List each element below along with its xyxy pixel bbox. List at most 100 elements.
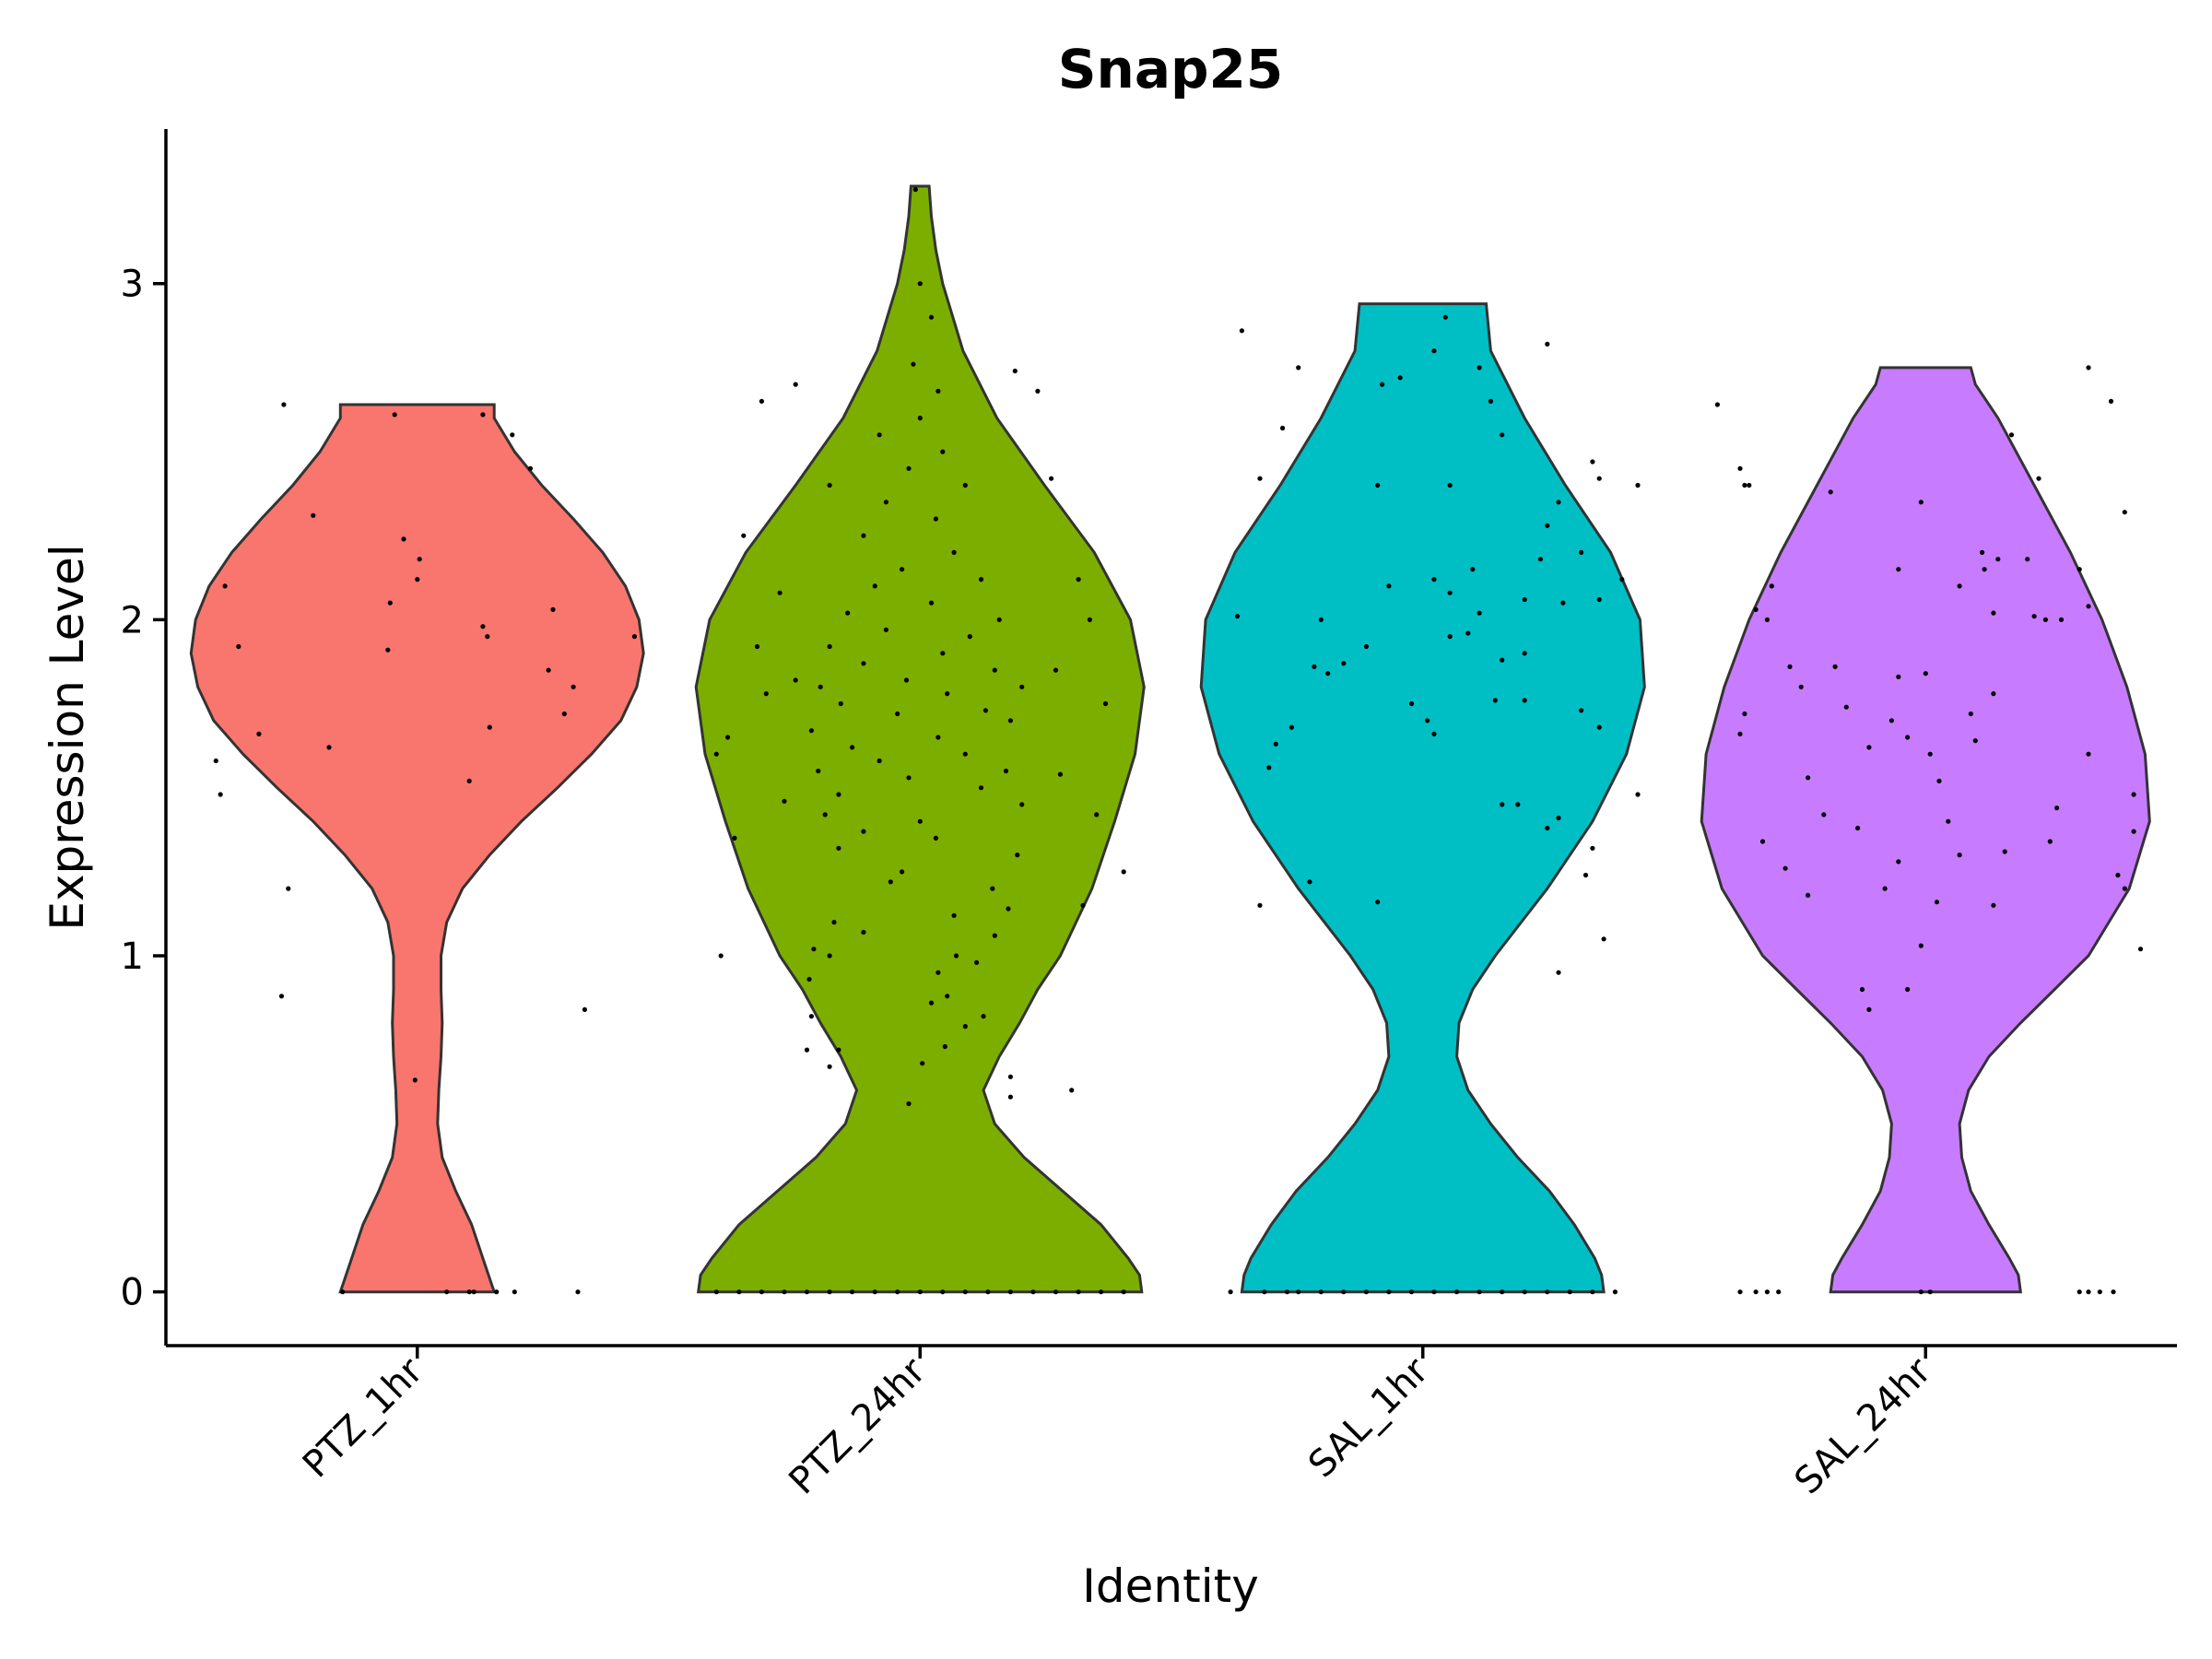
point-ptz-1hr-1 bbox=[466, 1289, 472, 1295]
point-sal-1hr-11 bbox=[1477, 1289, 1482, 1295]
point-sal-24hr-52 bbox=[2042, 617, 2048, 623]
point-ptz-1hr-13 bbox=[213, 758, 218, 764]
point-ptz-24hr-74 bbox=[827, 643, 832, 650]
point-ptz-24hr-40 bbox=[831, 920, 837, 925]
point-ptz-24hr-84 bbox=[861, 533, 866, 538]
point-sal-1hr-60 bbox=[1619, 577, 1625, 582]
point-sal-1hr-13 bbox=[1522, 1289, 1527, 1295]
point-ptz-24hr-55 bbox=[906, 775, 912, 781]
point-sal-1hr-6 bbox=[1363, 1289, 1369, 1295]
point-sal-1hr-10 bbox=[1454, 1289, 1460, 1295]
point-sal-24hr-76 bbox=[2086, 365, 2091, 371]
point-ptz-1hr-12 bbox=[466, 778, 472, 784]
violin-ptz-1hr bbox=[189, 403, 645, 1294]
point-sal-1hr-57 bbox=[1470, 567, 1476, 572]
point-sal-1hr-15 bbox=[1567, 1289, 1572, 1295]
point-ptz-24hr-63 bbox=[1007, 718, 1013, 724]
point-ptz-24hr-64 bbox=[895, 711, 900, 717]
point-sal-24hr-14 bbox=[2137, 947, 2144, 952]
point-ptz-24hr-43 bbox=[990, 886, 995, 891]
point-sal-1hr-27 bbox=[1500, 802, 1505, 807]
point-ptz-1hr-0 bbox=[444, 1289, 450, 1295]
point-sal-24hr-67 bbox=[1918, 500, 1924, 505]
point-ptz-1hr-19 bbox=[546, 667, 551, 673]
point-sal-1hr-31 bbox=[1273, 741, 1278, 747]
point-ptz-24hr-0 bbox=[713, 1289, 719, 1295]
point-ptz-24hr-59 bbox=[962, 751, 968, 757]
point-sal-24hr-50 bbox=[1923, 671, 1928, 677]
point-sal-24hr-75 bbox=[2108, 398, 2114, 404]
point-ptz-1hr-28 bbox=[415, 577, 420, 582]
point-ptz-24hr-49 bbox=[861, 829, 866, 834]
point-ptz-1hr-32 bbox=[527, 465, 534, 471]
point-ptz-24hr-34 bbox=[974, 959, 980, 965]
point-sal-24hr-43 bbox=[1742, 711, 1747, 717]
point-sal-1hr-0 bbox=[1228, 1289, 1233, 1295]
point-sal-1hr-14 bbox=[1545, 1289, 1550, 1295]
point-sal-1hr-69 bbox=[1500, 432, 1505, 438]
point-sal-1hr-68 bbox=[1590, 459, 1595, 465]
point-sal-1hr-4 bbox=[1318, 1289, 1324, 1295]
x-tick-label-sal-1hr: SAL_1hr bbox=[1300, 1349, 1437, 1486]
point-ptz-1hr-23 bbox=[631, 634, 638, 640]
point-ptz-24hr-56 bbox=[816, 768, 821, 774]
point-sal-24hr-55 bbox=[1764, 617, 1770, 623]
point-ptz-24hr-58 bbox=[877, 758, 882, 764]
point-ptz-24hr-27 bbox=[962, 1024, 968, 1030]
point-ptz-24hr-50 bbox=[917, 818, 923, 824]
point-ptz-24hr-98 bbox=[713, 751, 719, 757]
point-ptz-24hr-75 bbox=[967, 634, 972, 640]
point-ptz-24hr-120 bbox=[1053, 667, 1059, 673]
point-sal-1hr-71 bbox=[1488, 398, 1493, 404]
point-sal-24hr-66 bbox=[2122, 510, 2127, 515]
point-sal-1hr-16 bbox=[1590, 1289, 1595, 1295]
point-sal-1hr-59 bbox=[1579, 549, 1584, 556]
point-sal-24hr-34 bbox=[1806, 775, 1811, 781]
points-layer bbox=[213, 187, 2144, 1295]
point-ptz-24hr-88 bbox=[906, 465, 912, 471]
point-ptz-24hr-113 bbox=[1076, 577, 1081, 582]
point-sal-1hr-61 bbox=[1545, 523, 1550, 528]
point-sal-1hr-67 bbox=[1596, 476, 1602, 481]
point-ptz-1hr-6 bbox=[575, 1289, 581, 1295]
point-sal-1hr-29 bbox=[1635, 792, 1641, 797]
point-ptz-24hr-86 bbox=[883, 500, 889, 505]
point-sal-24hr-47 bbox=[1896, 674, 1901, 680]
point-ptz-24hr-66 bbox=[838, 700, 843, 707]
point-ptz-24hr-16 bbox=[1076, 1289, 1081, 1295]
point-ptz-24hr-103 bbox=[793, 382, 798, 387]
point-ptz-24hr-10 bbox=[940, 1289, 946, 1295]
point-sal-1hr-47 bbox=[1465, 630, 1471, 636]
point-ptz-24hr-94 bbox=[928, 314, 935, 320]
point-sal-1hr-34 bbox=[1596, 724, 1602, 730]
point-ptz-1hr-35 bbox=[480, 412, 486, 418]
point-sal-1hr-40 bbox=[1325, 671, 1331, 677]
point-ptz-24hr-104 bbox=[827, 482, 832, 488]
point-sal-1hr-75 bbox=[1296, 365, 1301, 371]
point-ptz-24hr-105 bbox=[1049, 476, 1054, 481]
point-sal-1hr-37 bbox=[1408, 700, 1415, 707]
point-sal-1hr-77 bbox=[1545, 341, 1550, 347]
point-ptz-24hr-93 bbox=[911, 361, 916, 367]
point-sal-24hr-16 bbox=[1806, 892, 1811, 899]
point-ptz-24hr-107 bbox=[1012, 368, 1018, 374]
point-sal-24hr-10 bbox=[1866, 1006, 1872, 1012]
point-ptz-1hr-15 bbox=[256, 731, 262, 737]
point-sal-1hr-35 bbox=[1425, 718, 1430, 724]
point-sal-24hr-7 bbox=[2086, 1289, 2091, 1295]
point-ptz-1hr-36 bbox=[281, 402, 287, 407]
point-sal-24hr-71 bbox=[2036, 476, 2041, 481]
point-sal-1hr-74 bbox=[1477, 365, 1482, 371]
point-ptz-1hr-17 bbox=[561, 711, 567, 717]
point-ptz-24hr-4 bbox=[804, 1289, 810, 1295]
point-ptz-1hr-3 bbox=[494, 1289, 500, 1295]
point-sal-1hr-49 bbox=[1234, 614, 1241, 619]
point-sal-24hr-27 bbox=[2131, 829, 2136, 834]
point-sal-1hr-41 bbox=[1312, 664, 1317, 670]
point-ptz-24hr-23 bbox=[920, 1061, 925, 1066]
point-ptz-1hr-31 bbox=[311, 512, 316, 518]
point-sal-1hr-54 bbox=[1447, 590, 1453, 595]
point-sal-24hr-41 bbox=[1888, 718, 1894, 724]
point-ptz-1hr-30 bbox=[401, 536, 406, 542]
point-sal-24hr-68 bbox=[1828, 489, 1833, 495]
